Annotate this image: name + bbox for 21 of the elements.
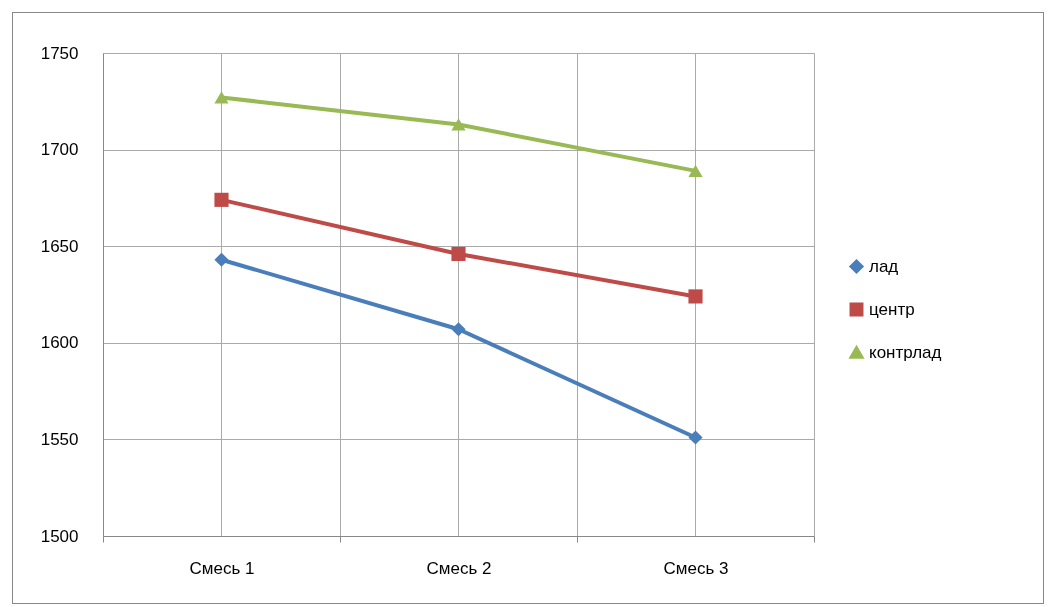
point [688,289,703,304]
x-tick-label: Смесь 3 [663,558,729,578]
y-tick-label: 1650 [40,236,79,256]
legend-label: лад [869,256,899,276]
y-tick-label: 1550 [40,429,79,449]
y-tick-label: 1750 [40,43,79,63]
point [214,252,229,267]
legend-label: контрлад [869,342,942,362]
legend-label: центр [869,299,915,319]
x-tick-label: Смесь 1 [189,558,255,578]
point [451,322,466,337]
point [451,118,466,131]
point [451,246,466,261]
x-tick-label: Смесь 2 [426,558,492,578]
point [214,91,229,104]
y-tick-label: 1500 [40,526,79,546]
point [214,192,229,207]
y-tick-label: 1600 [40,333,79,353]
point [688,164,703,177]
point [688,430,703,445]
y-tick-label: 1700 [40,140,79,160]
